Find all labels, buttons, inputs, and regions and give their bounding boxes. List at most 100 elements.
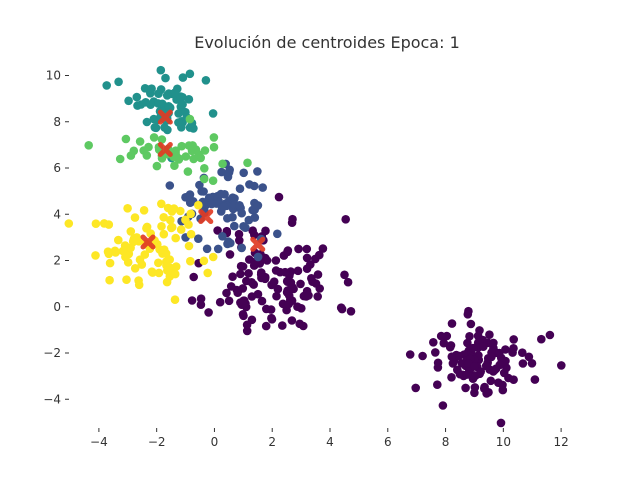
- data-point: [223, 239, 232, 249]
- data-point: [200, 164, 209, 173]
- data-point: [509, 375, 518, 385]
- data-point: [463, 310, 473, 319]
- data-point: [202, 244, 212, 254]
- data-point: [183, 167, 193, 176]
- data-point: [178, 73, 188, 82]
- data-point: [313, 270, 323, 279]
- data-point: [157, 135, 167, 144]
- data-point: [208, 252, 218, 262]
- data-point: [124, 96, 133, 106]
- data-point: [454, 351, 464, 361]
- chart-title: Evolución de centroides Epoca: 1: [194, 33, 460, 52]
- data-point: [237, 243, 246, 253]
- data-point: [234, 229, 244, 239]
- data-point: [126, 227, 136, 236]
- data-point: [269, 277, 279, 287]
- data-point: [203, 268, 212, 278]
- data-point: [150, 123, 160, 132]
- data-point: [230, 194, 239, 203]
- data-point: [149, 114, 159, 124]
- data-point: [267, 313, 276, 323]
- data-point: [273, 284, 283, 294]
- data-point: [262, 256, 272, 265]
- data-point: [257, 296, 267, 306]
- data-point: [105, 275, 114, 285]
- data-point: [184, 141, 194, 150]
- y-tick-label: 6: [53, 161, 61, 175]
- data-point: [194, 234, 203, 243]
- data-point: [436, 331, 446, 341]
- data-point: [222, 288, 231, 298]
- data-point: [487, 352, 496, 362]
- data-point: [154, 268, 164, 278]
- data-point: [146, 100, 155, 109]
- data-point: [199, 256, 209, 266]
- data-point: [433, 380, 442, 390]
- data-point: [184, 241, 194, 251]
- x-tick-label: 0: [211, 435, 219, 449]
- data-point: [485, 330, 494, 340]
- data-point: [481, 361, 491, 371]
- data-point: [271, 266, 281, 275]
- data-point: [278, 321, 287, 330]
- data-point: [171, 262, 181, 271]
- data-point: [199, 174, 209, 184]
- data-point: [157, 199, 166, 209]
- data-point: [461, 383, 470, 393]
- data-point: [135, 255, 145, 264]
- data-point: [159, 245, 169, 254]
- data-point: [245, 180, 254, 189]
- data-point: [318, 244, 328, 253]
- data-point: [174, 109, 183, 118]
- data-point: [411, 383, 421, 393]
- data-point: [84, 141, 93, 150]
- data-point: [527, 359, 537, 368]
- data-point: [498, 380, 507, 390]
- data-point: [149, 133, 159, 142]
- data-point: [174, 154, 184, 163]
- data-point: [115, 154, 125, 164]
- data-point: [165, 181, 175, 190]
- data-point: [217, 167, 226, 177]
- data-point: [160, 123, 169, 132]
- data-point: [346, 307, 356, 316]
- data-point: [122, 275, 131, 285]
- data-point: [258, 183, 268, 192]
- data-point: [438, 401, 448, 410]
- data-point: [178, 100, 187, 109]
- data-point: [465, 332, 474, 341]
- data-point: [468, 343, 478, 353]
- data-point: [235, 236, 244, 245]
- data-point: [446, 341, 456, 350]
- y-tick-label: 0: [53, 300, 61, 314]
- data-point: [189, 272, 198, 282]
- data-point: [545, 330, 555, 340]
- data-point: [215, 297, 225, 307]
- data-point: [233, 288, 242, 298]
- data-point: [447, 373, 456, 382]
- data-point: [162, 277, 172, 287]
- y-tick-label: 10: [46, 69, 61, 83]
- data-point: [313, 292, 323, 301]
- data-point: [439, 338, 449, 348]
- data-point: [480, 384, 489, 393]
- data-point: [294, 244, 303, 254]
- data-point: [340, 270, 349, 280]
- data-point: [280, 267, 290, 277]
- data-point: [247, 292, 257, 301]
- data-point: [557, 361, 566, 370]
- data-point: [207, 199, 216, 209]
- centroid-marker: [198, 209, 214, 225]
- data-point: [466, 319, 476, 329]
- data-point: [136, 100, 146, 109]
- x-tick-label: 8: [442, 435, 450, 449]
- data-point: [530, 375, 540, 384]
- data-point: [213, 226, 222, 235]
- data-point: [286, 284, 296, 293]
- data-point: [161, 73, 170, 83]
- data-point: [262, 304, 271, 314]
- x-tick-label: −4: [90, 435, 108, 449]
- data-point: [302, 244, 312, 254]
- data-point: [433, 358, 443, 368]
- centroid-markers: [140, 109, 266, 252]
